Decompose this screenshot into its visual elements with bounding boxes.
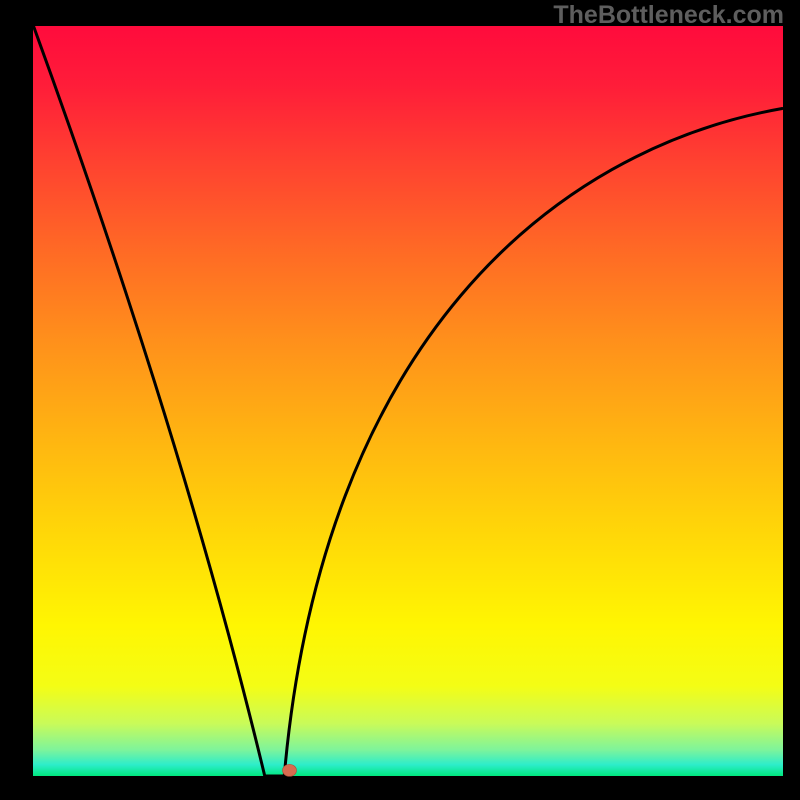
chart-stage: TheBottleneck.com	[0, 0, 800, 800]
watermark-text: TheBottleneck.com	[553, 1, 784, 30]
gradient-plot-area	[33, 26, 783, 776]
operating-point-marker	[283, 764, 297, 776]
bottleneck-chart	[0, 0, 800, 800]
